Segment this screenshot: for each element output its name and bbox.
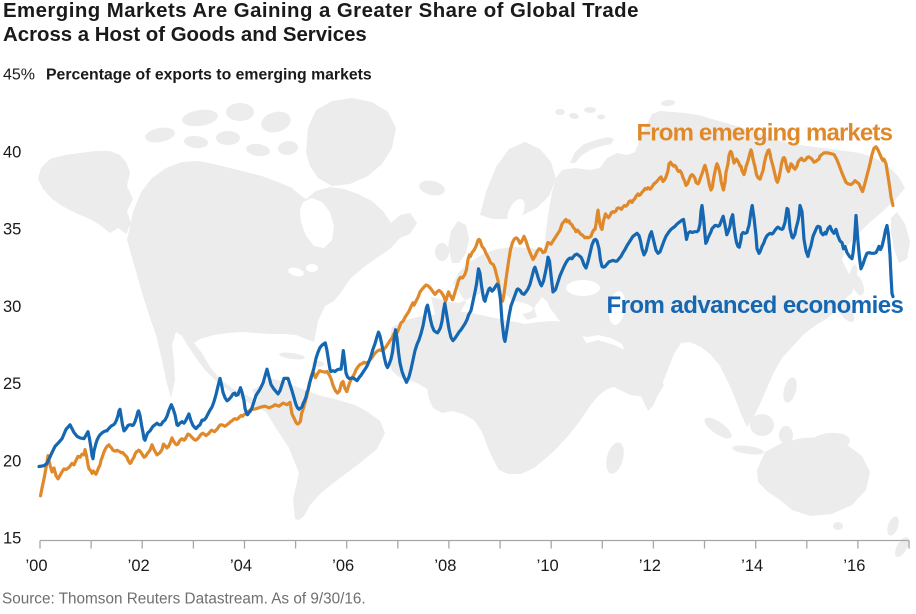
svg-text:35: 35 xyxy=(3,221,21,239)
svg-text:’12: ’12 xyxy=(639,557,661,575)
svg-text:From emerging markets: From emerging markets xyxy=(637,120,893,147)
svg-text:’06: ’06 xyxy=(332,557,354,575)
svg-text:’14: ’14 xyxy=(741,557,763,575)
svg-text:From advanced economies: From advanced economies xyxy=(607,292,904,319)
svg-text:40: 40 xyxy=(3,143,21,161)
svg-text:15: 15 xyxy=(3,530,21,548)
svg-text:’16: ’16 xyxy=(843,557,865,575)
svg-text:Source: Thomson Reuters Datast: Source: Thomson Reuters Datastream. As o… xyxy=(2,591,366,608)
svg-text:20: 20 xyxy=(3,452,21,470)
svg-text:30: 30 xyxy=(3,298,21,316)
svg-text:45%: 45% xyxy=(3,66,35,83)
svg-text:Percentage of exports to emerg: Percentage of exports to emerging market… xyxy=(46,66,372,83)
svg-text:25: 25 xyxy=(3,375,21,393)
svg-text:’08: ’08 xyxy=(434,557,456,575)
svg-text:Across a Host of Goods and Ser: Across a Host of Goods and Services xyxy=(3,24,367,46)
svg-text:Emerging Markets Are Gaining a: Emerging Markets Are Gaining a Greater S… xyxy=(3,0,639,22)
svg-text:’02: ’02 xyxy=(128,557,150,575)
svg-text:’00: ’00 xyxy=(25,557,47,575)
svg-text:’04: ’04 xyxy=(230,557,252,575)
svg-text:’10: ’10 xyxy=(537,557,559,575)
